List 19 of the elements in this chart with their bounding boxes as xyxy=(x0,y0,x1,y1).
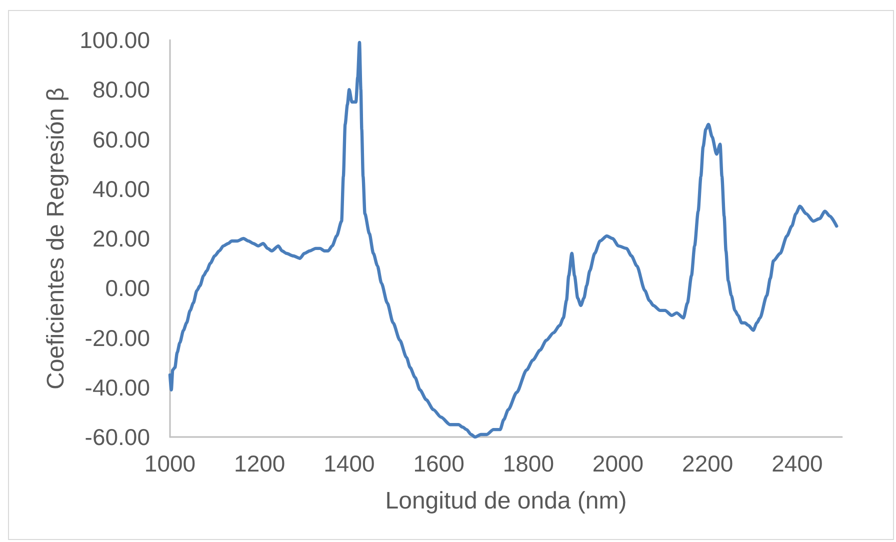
x-tick-label: 1600 xyxy=(413,450,464,476)
x-tick-label: 2000 xyxy=(592,450,644,476)
x-tick-label: 1400 xyxy=(324,450,375,476)
y-tick-label: 20.00 xyxy=(92,226,150,252)
x-tick-label: 2400 xyxy=(772,450,823,476)
x-tick-label: 2200 xyxy=(682,450,734,476)
x-tick-label: 1800 xyxy=(502,450,554,476)
y-tick-label: -40.00 xyxy=(84,374,150,400)
y-tick-label: 100.00 xyxy=(80,27,150,53)
y-tick-label: 40.00 xyxy=(92,176,150,202)
y-tick-label: 0.00 xyxy=(105,275,150,302)
y-tick-label: 60.00 xyxy=(92,126,150,152)
y-axis-title: Coeficientes de Regresión β xyxy=(42,88,70,390)
y-tick-label: -20.00 xyxy=(84,324,150,351)
x-axis-title: Longitud de onda (nm) xyxy=(385,488,627,514)
y-tick-label: -60.00 xyxy=(84,424,150,450)
x-tick-label: 1200 xyxy=(234,450,286,476)
y-tick-label: 80.00 xyxy=(92,76,150,103)
x-tick-label: 1000 xyxy=(144,450,196,476)
